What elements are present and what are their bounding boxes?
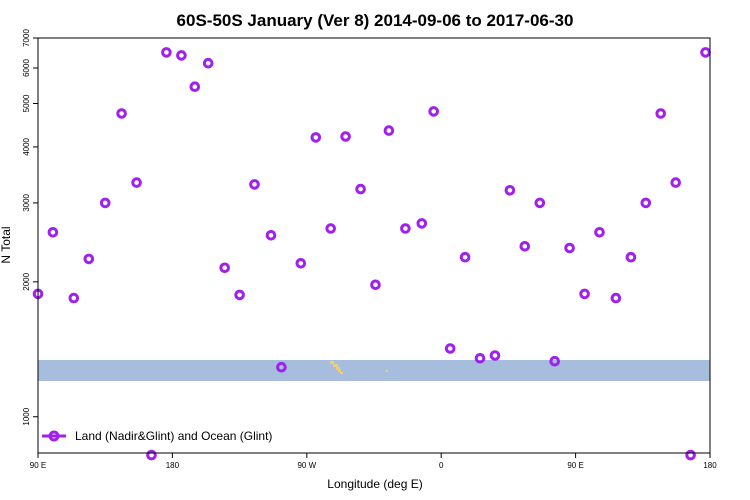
data-point: [534, 197, 546, 209]
legend-label: Land (Nadir&Glint) and Ocean (Glint): [75, 429, 272, 443]
plot-frame: [37, 37, 711, 454]
data-point: [68, 292, 80, 304]
land-speck: [340, 372, 343, 374]
data-point: [234, 289, 245, 301]
data-point: [489, 350, 501, 361]
y-tick-label: 5000: [22, 94, 31, 112]
data-point: [146, 449, 157, 461]
data-point: [176, 50, 187, 61]
data-point: [355, 183, 366, 195]
data-point: [47, 227, 59, 238]
data-point: [202, 57, 214, 69]
data-point: [295, 258, 307, 269]
data-point: [249, 179, 260, 190]
data-point: [700, 47, 711, 58]
land-speck: [338, 370, 341, 372]
data-point: [655, 108, 667, 119]
plot-area: [38, 38, 710, 453]
x-tick-label: 90 E: [30, 461, 46, 470]
data-point: [325, 223, 337, 234]
data-point: [444, 343, 456, 354]
data-point: [549, 355, 561, 367]
data-point: [474, 353, 486, 364]
plot-background: [38, 38, 710, 453]
data-point: [131, 177, 142, 188]
y-tick-label: 6000: [22, 59, 31, 77]
x-tick-label: 90 E: [567, 461, 583, 470]
data-point: [219, 262, 230, 274]
ocean-band: [38, 360, 710, 381]
land-speck: [386, 370, 388, 372]
y-tick-label: 7000: [22, 29, 31, 47]
chart-title: 60S-50S January (Ver 8) 2014-09-06 to 20…: [177, 11, 574, 30]
data-points: [32, 47, 711, 461]
y-tick-label: 2000: [22, 272, 31, 290]
y-axis-label: N Total: [0, 226, 13, 263]
data-point: [564, 242, 575, 254]
data-point: [83, 253, 95, 265]
land-mask-overlay: [38, 360, 710, 381]
data-point: [265, 230, 277, 241]
data-point: [579, 288, 590, 300]
data-point: [276, 361, 287, 373]
legend: Land (Nadir&Glint) and Ocean (Glint): [42, 429, 272, 443]
data-point: [459, 251, 471, 263]
data-point: [625, 251, 637, 263]
x-axis-label: Longitude (deg E): [327, 477, 422, 491]
x-tick-label: 90 W: [297, 461, 316, 470]
data-point: [428, 106, 440, 117]
data-point: [161, 47, 172, 58]
y-tick-label: 1000: [22, 407, 31, 425]
data-point: [400, 223, 411, 234]
data-point: [340, 131, 351, 142]
legend-marker: [48, 430, 60, 442]
data-point: [310, 132, 322, 143]
x-tick-label: 0: [439, 461, 444, 470]
land-speck: [333, 364, 338, 367]
data-point: [116, 108, 127, 119]
data-point: [189, 81, 201, 92]
data-point: [99, 197, 111, 209]
y-axis-ticks: 1000 2000 3000 4000 5000 6000 7000: [22, 29, 38, 426]
data-point: [504, 185, 516, 196]
data-point: [640, 197, 652, 209]
land-speck: [336, 367, 340, 370]
data-point: [610, 292, 622, 304]
data-point: [416, 218, 428, 229]
data-point: [685, 449, 696, 461]
data-point: [519, 241, 531, 252]
x-tick-label: 180: [703, 461, 717, 470]
data-point: [594, 227, 605, 238]
data-point: [370, 279, 381, 291]
x-axis-ticks: 90 E 180 90 W 0 90 E 180: [30, 453, 717, 470]
y-tick-label: 3000: [22, 193, 31, 211]
y-tick-label: 4000: [22, 137, 31, 155]
x-tick-label: 180: [166, 461, 180, 470]
data-point: [383, 125, 395, 136]
land-speck: [330, 361, 334, 364]
data-point: [670, 177, 682, 188]
